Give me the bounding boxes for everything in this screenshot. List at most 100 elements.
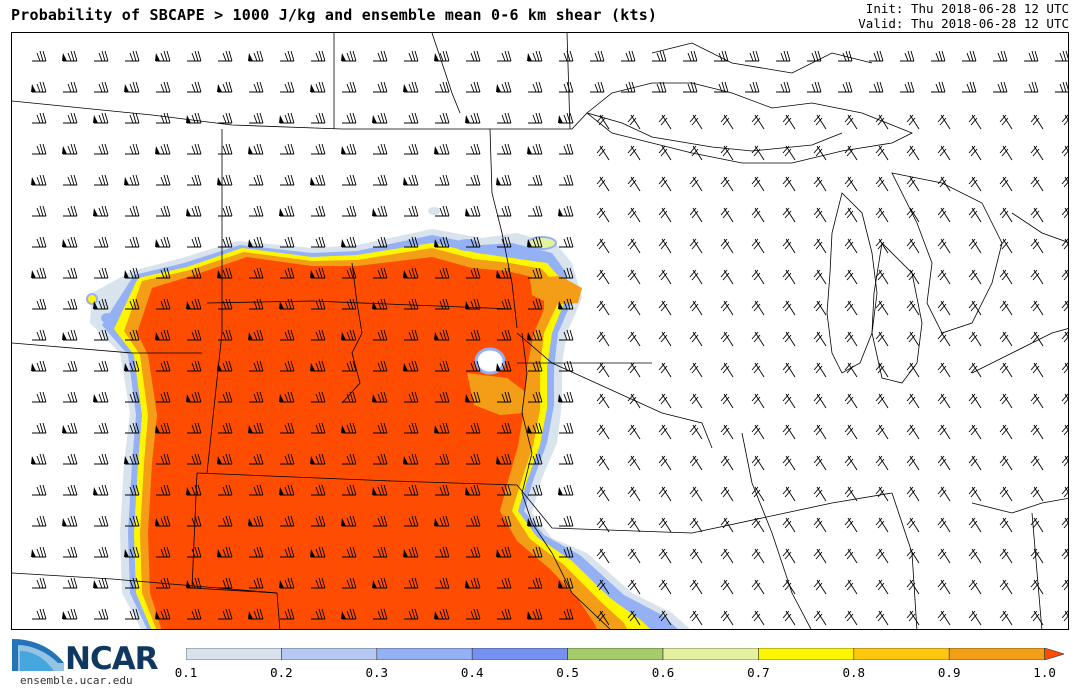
wind-barb-icon	[63, 360, 78, 372]
wind-barb-icon	[404, 391, 419, 403]
wind-barb-icon	[844, 331, 858, 347]
wind-barb-icon	[341, 608, 357, 620]
wind-barb-icon	[527, 143, 543, 155]
wind-barb-icon	[720, 486, 734, 502]
wind-barb-icon	[497, 236, 512, 248]
wind-barb-icon	[1030, 486, 1044, 502]
wind-barb-icon	[937, 548, 951, 564]
wind-barb-icon	[596, 331, 610, 347]
wind-barb-icon	[813, 486, 827, 502]
colorbar-tick-label: 0.6	[651, 665, 675, 680]
wind-barb-icon	[93, 484, 109, 496]
wind-barb-icon	[280, 50, 295, 62]
wind-barb-icon	[1061, 269, 1068, 281]
wind-barb-icon	[627, 517, 641, 533]
wind-barb-icon	[435, 453, 450, 465]
wind-barb-icon	[807, 50, 822, 62]
wind-barb-icon	[906, 207, 920, 223]
wind-barb-icon	[1030, 362, 1044, 378]
wind-barb-icon	[186, 577, 202, 589]
wind-barb-icon	[310, 546, 326, 558]
wind-barb-icon	[813, 300, 827, 316]
wind-barb-icon	[187, 143, 202, 155]
wind-barb-icon	[466, 50, 481, 62]
wind-barb-icon	[968, 114, 982, 130]
wind-barb-icon	[1061, 331, 1068, 343]
wind-barb-icon	[596, 207, 610, 223]
wind-barb-icon	[466, 546, 481, 558]
wind-barb-icon	[466, 608, 481, 620]
wind-barb-icon	[999, 610, 1013, 626]
wind-barb-icon	[627, 579, 641, 595]
wind-barb-icon	[844, 114, 858, 130]
wind-barb-icon	[751, 331, 765, 347]
wind-barb-icon	[155, 329, 171, 341]
wind-barb-icon	[999, 300, 1013, 316]
wind-barb-icon	[125, 515, 140, 527]
wind-barb-icon	[124, 453, 140, 465]
wind-barb-icon	[559, 174, 574, 186]
wind-barb-icon	[683, 81, 698, 93]
wind-barb-icon	[279, 391, 295, 403]
wind-barb-icon	[311, 298, 326, 310]
wind-barb-icon	[249, 298, 264, 310]
wind-barb-icon	[94, 546, 109, 558]
colorbar-tick-label: 0.7	[747, 665, 770, 680]
shade-orange-spot	[530, 276, 582, 305]
ncar-logo: NCAR ensemble.ucar.edu	[10, 633, 160, 689]
wind-barb-icon	[373, 236, 388, 248]
wind-barb-icon	[342, 298, 357, 310]
wind-barb-icon	[751, 176, 765, 192]
wind-barb-icon	[558, 298, 574, 310]
wind-barb-icon	[156, 112, 171, 124]
map-canvas	[12, 33, 1068, 629]
wind-barb-icon	[342, 577, 357, 589]
wind-barb-icon	[782, 393, 796, 409]
wind-barb-icon	[844, 517, 858, 533]
wind-barb-icon	[689, 114, 703, 130]
wind-barb-icon	[372, 391, 388, 403]
wind-barb-icon	[937, 176, 951, 192]
minnesota-west	[489, 128, 518, 329]
wind-barb-icon	[94, 422, 109, 434]
wind-barb-icon	[435, 360, 450, 372]
sd-ne-border	[196, 472, 518, 486]
wind-barb-icon	[689, 610, 703, 626]
wind-barb-icon	[745, 50, 760, 62]
wind-barb-icon	[559, 267, 574, 279]
colorbar-tick-label: 0.8	[842, 665, 866, 680]
wind-barb-icon	[155, 50, 171, 62]
wind-barb-icon	[497, 608, 512, 620]
wind-barb-icon	[404, 608, 419, 620]
wind-barb-icon	[658, 269, 672, 285]
wind-barb-icon	[280, 236, 295, 248]
wind-barb-icon	[689, 331, 703, 347]
shade-blue-spot-2	[101, 313, 113, 323]
wind-barb-icon	[373, 174, 388, 186]
wind-barb-icon	[937, 393, 951, 409]
wind-barb-icon	[720, 362, 734, 378]
wind-barb-icon	[558, 484, 574, 496]
wind-barb-icon	[218, 298, 233, 310]
wind-barb-icon	[217, 453, 233, 465]
ncar-swoosh-icon	[12, 639, 64, 671]
wind-barb-icon	[627, 238, 641, 254]
wind-barb-icon	[844, 176, 858, 192]
wind-barb-icon	[404, 236, 419, 248]
wind-barb-icon	[751, 424, 765, 440]
wind-barb-icon	[125, 608, 140, 620]
wind-barb-icon	[993, 50, 1008, 62]
wind-barb-icon	[311, 329, 326, 341]
wind-barb-icon	[782, 517, 796, 533]
wind-barb-icon	[720, 548, 734, 564]
wind-barb-icon	[782, 145, 796, 161]
wind-barb-icon	[906, 176, 920, 192]
wind-barb-icon	[218, 391, 233, 403]
missouri-river	[341, 262, 363, 404]
wind-barb-icon	[875, 455, 889, 471]
wind-barb-icon	[875, 145, 889, 161]
wind-barb-icon	[187, 174, 202, 186]
wind-barb-icon	[373, 267, 388, 279]
wind-barb-icon	[435, 112, 450, 124]
wind-barb-icon	[32, 143, 47, 155]
